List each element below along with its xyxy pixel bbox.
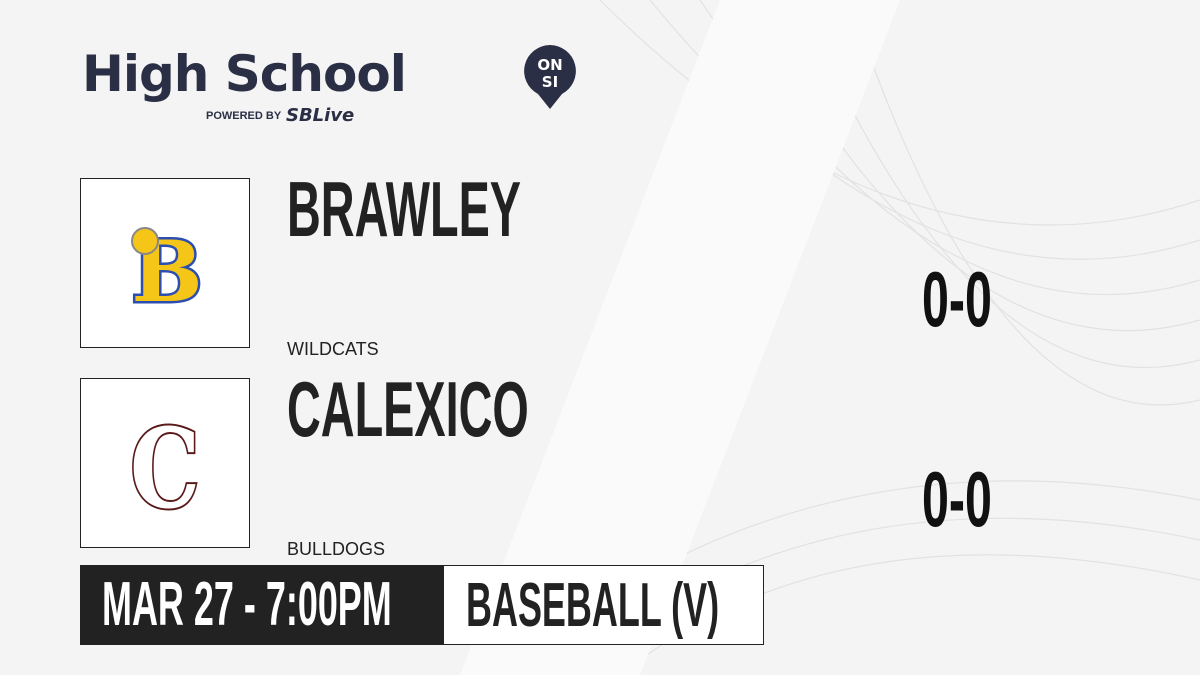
on-si-pin-icon: ON SI bbox=[524, 45, 576, 109]
team-logo-brawley: B bbox=[80, 178, 250, 348]
logo-letter: C bbox=[130, 404, 200, 533]
team-logo-calexico: C bbox=[80, 378, 250, 548]
datetime-text: MAR 27 - 7:00PM bbox=[102, 570, 392, 639]
sblive-logo: SBLive bbox=[286, 105, 354, 126]
game-datetime: MAR 27 - 7:00PM bbox=[80, 565, 444, 645]
team-mascot: BULLDOGS bbox=[287, 539, 386, 559]
sport-text: BASEBALL (V) bbox=[466, 571, 720, 640]
team-name: BRAWLEY bbox=[287, 165, 521, 253]
team-score: 0-0 bbox=[922, 255, 992, 343]
claw-icon bbox=[131, 227, 159, 255]
sblive-text: SBLive bbox=[286, 105, 355, 126]
badge-top: ON bbox=[537, 56, 562, 74]
badge-bottom: SI bbox=[542, 73, 558, 91]
brand-title: High School bbox=[82, 45, 407, 103]
powered-by-label: POWERED BY bbox=[206, 110, 282, 122]
game-sport: BASEBALL (V) bbox=[443, 565, 764, 645]
team-name: CALEXICO bbox=[287, 365, 529, 453]
team-score: 0-0 bbox=[922, 455, 992, 543]
team-mascot: WILDCATS bbox=[287, 339, 379, 359]
